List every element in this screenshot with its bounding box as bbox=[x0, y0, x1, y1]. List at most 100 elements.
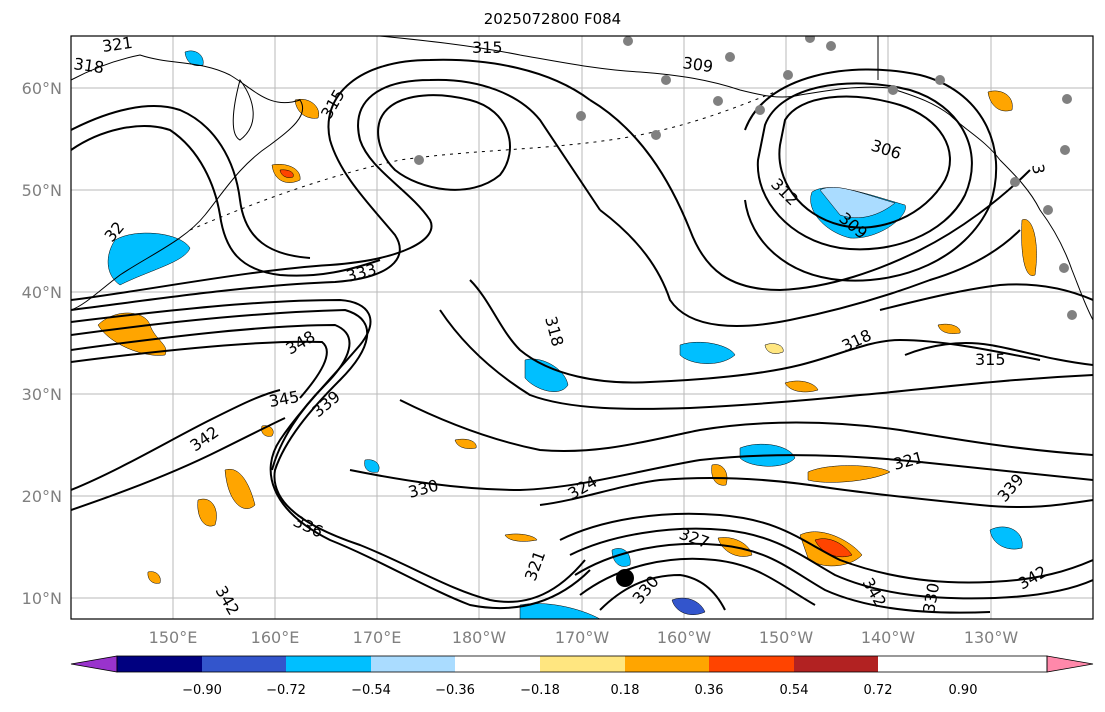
shading-blue-patch bbox=[679, 341, 736, 364]
contour-line bbox=[579, 557, 816, 606]
contour-line bbox=[399, 399, 1093, 456]
contour-label: 315 bbox=[472, 38, 503, 57]
station-marker bbox=[783, 70, 793, 80]
colorbar-extend-low bbox=[70, 655, 118, 673]
shaded-field bbox=[97, 50, 1037, 619]
station-marker bbox=[725, 52, 735, 62]
lon-label: 160°E bbox=[251, 628, 300, 647]
shading-orange-patch bbox=[937, 323, 961, 334]
contour-line bbox=[469, 279, 1041, 384]
lat-label: 40°N bbox=[22, 283, 62, 302]
shading-orange-patch bbox=[987, 90, 1013, 112]
lon-label: 170°W bbox=[555, 628, 610, 647]
lon-label: 170°E bbox=[353, 628, 402, 647]
colorbar-label: −0.54 bbox=[351, 683, 391, 698]
contour-lines bbox=[71, 58, 1093, 614]
contour-line bbox=[71, 58, 591, 311]
shading-blue-patch bbox=[819, 187, 896, 219]
station-marker bbox=[713, 96, 723, 106]
colorbar-label: 0.72 bbox=[864, 683, 893, 698]
lat-label: 10°N bbox=[22, 589, 62, 608]
shading-blue-patch bbox=[184, 50, 204, 66]
contour-label: 3 bbox=[1028, 162, 1048, 175]
station-marker bbox=[1059, 263, 1069, 273]
lat-label: 30°N bbox=[22, 385, 62, 404]
lon-label: 180°W bbox=[452, 628, 507, 647]
contour-line bbox=[71, 105, 311, 259]
contour-line bbox=[349, 454, 1093, 492]
map-panel: 321 318 315 309 315 306 312 309 333 318 … bbox=[70, 33, 1094, 620]
colorbar-label: 0.54 bbox=[780, 683, 809, 698]
aleutian-chain bbox=[189, 89, 781, 231]
shading-orange-patch bbox=[504, 533, 538, 542]
colorbar-label: 0.18 bbox=[611, 683, 640, 698]
shading-orange-patch bbox=[454, 438, 477, 449]
shading-blue-patch bbox=[989, 526, 1023, 550]
lat-label: 20°N bbox=[22, 487, 62, 506]
shading-orange-patch bbox=[711, 464, 728, 486]
lat-label: 60°N bbox=[22, 79, 62, 98]
station-marker bbox=[755, 105, 765, 115]
contour-line bbox=[71, 308, 586, 603]
colorbar-segment bbox=[286, 656, 371, 672]
lat-label: 50°N bbox=[22, 181, 62, 200]
contour-label: 321 bbox=[101, 33, 134, 56]
contour-line bbox=[539, 477, 1093, 509]
shading-red-patch bbox=[279, 169, 294, 178]
storm-center-marker bbox=[616, 569, 634, 587]
asia-coastline bbox=[71, 54, 304, 311]
station-marker bbox=[1060, 145, 1070, 155]
colorbar-label: 0.90 bbox=[949, 683, 978, 698]
contour-line bbox=[439, 309, 1093, 410]
colorbar-label: −0.36 bbox=[435, 683, 475, 698]
colorbar-segment bbox=[709, 656, 794, 672]
shading-orange-patch bbox=[197, 498, 217, 527]
lon-label: 160°W bbox=[657, 628, 712, 647]
station-marker bbox=[576, 111, 586, 121]
shading-blue-patch bbox=[107, 232, 191, 286]
contour-line bbox=[756, 82, 973, 251]
station-marker bbox=[1043, 205, 1053, 215]
lat-labels: 60°N 50°N 40°N 30°N 20°N 10°N bbox=[22, 79, 62, 608]
station-marker bbox=[1067, 310, 1077, 320]
station-marker bbox=[1062, 94, 1072, 104]
contour-line bbox=[377, 94, 511, 191]
station-marker bbox=[623, 36, 633, 46]
map-frame bbox=[70, 35, 1094, 620]
contour-line bbox=[569, 527, 1093, 600]
colorbar-frame bbox=[116, 655, 1048, 673]
station-marker bbox=[826, 41, 836, 51]
shading-blue-patch bbox=[364, 459, 380, 473]
shading-orange-patch bbox=[147, 571, 161, 584]
station-marker bbox=[805, 36, 815, 43]
contour-line bbox=[71, 417, 286, 511]
shading-yellow-patch bbox=[764, 343, 784, 354]
shading-blue-patch bbox=[524, 358, 569, 392]
contour-line bbox=[904, 342, 1093, 366]
colorbar-label: 0.36 bbox=[695, 683, 724, 698]
contour-line bbox=[559, 512, 1093, 584]
colorbar-segment bbox=[625, 656, 709, 672]
contour-label: 315 bbox=[975, 350, 1006, 369]
colorbar-segment bbox=[540, 656, 625, 672]
contour-label: 309 bbox=[681, 53, 714, 76]
colorbar-segment bbox=[455, 656, 540, 672]
contour-line bbox=[574, 542, 991, 614]
shading-orange-patch bbox=[294, 98, 320, 119]
station-marker bbox=[888, 85, 898, 95]
shading-orange-patch bbox=[784, 380, 819, 393]
colorbar-extend-high bbox=[1046, 655, 1094, 673]
contour-line bbox=[71, 298, 591, 609]
contour-line bbox=[599, 209, 1021, 327]
contour-label: 318 bbox=[72, 54, 105, 77]
colorbar-segment bbox=[794, 656, 878, 672]
colorbar-segment bbox=[202, 656, 286, 672]
colorbar-label: −0.72 bbox=[266, 683, 306, 698]
lon-label: 130°W bbox=[964, 628, 1019, 647]
colorbar-segment bbox=[117, 656, 202, 672]
contour-line bbox=[599, 573, 726, 611]
colorbar-segments bbox=[117, 656, 878, 672]
map-title: 2025072800 F084 bbox=[483, 10, 622, 28]
station-marker bbox=[661, 75, 671, 85]
